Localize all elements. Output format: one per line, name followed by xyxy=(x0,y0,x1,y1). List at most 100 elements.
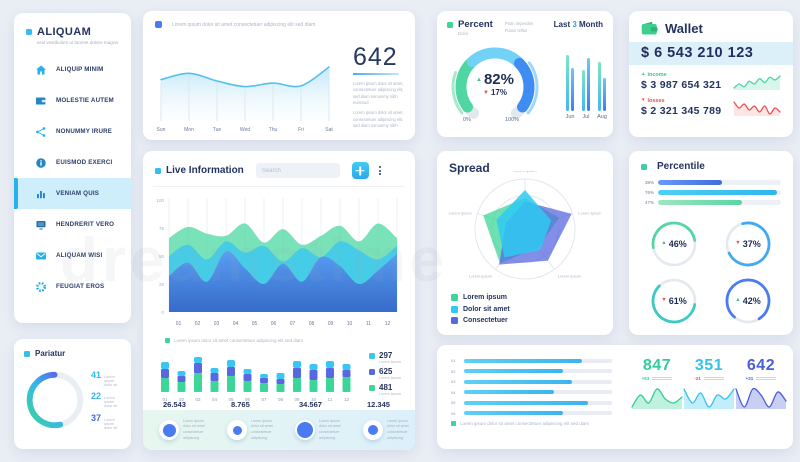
month-label: Jul xyxy=(582,114,590,120)
spread-title: Spread xyxy=(449,161,490,175)
bottom-stat-value: 351 xyxy=(694,357,724,374)
svg-text:01: 01 xyxy=(162,397,168,402)
sidebar-item-label: MOLESTIE AUTEM xyxy=(56,97,114,104)
sidebar-item-veniam-quis[interactable]: VENIAM QUIS xyxy=(14,178,131,209)
sidebar-item-label: ALIQUAM WISI xyxy=(56,252,103,259)
bottom-bar-track xyxy=(464,379,612,384)
live-stat-item: Lorem ipsum dolor sit amet consectetuer … xyxy=(279,419,347,441)
delta-lines-icon xyxy=(652,376,673,381)
live-stat-value: 8.765 xyxy=(231,400,250,409)
svg-text:03: 03 xyxy=(195,397,201,402)
month-bar xyxy=(582,70,585,111)
delta-lines-icon xyxy=(756,376,777,381)
svg-text:05: 05 xyxy=(252,321,258,327)
bottom-note-bullet-icon xyxy=(451,421,456,426)
svg-text:06: 06 xyxy=(271,321,277,327)
sidebar-item-hendrerit-vero[interactable]: HENDRERIT VERO xyxy=(14,209,131,240)
bottom-bar-fill xyxy=(464,358,583,363)
sidebar-item-aliquam-wisi[interactable]: ALIQUAM WISI xyxy=(14,240,131,271)
live-title: Live Information xyxy=(166,165,244,176)
bottom-bar-label: 06 xyxy=(451,410,456,416)
stat-dot-icon xyxy=(232,425,242,435)
svg-text:06: 06 xyxy=(245,397,251,402)
income-label: income xyxy=(647,71,667,78)
radar-legend-row: Lorem ipsum xyxy=(451,294,510,301)
sidebar-item-molestie-autem[interactable]: MOLESTIE AUTEM xyxy=(14,85,131,116)
income-value: $ 3 987 654 321 xyxy=(641,78,722,91)
sidebar-item-euismod-exerci[interactable]: EUISMOD EXERCI xyxy=(14,147,131,178)
svg-text:11: 11 xyxy=(366,321,371,327)
percent-note-line-2: Fusce tellus xyxy=(504,28,528,34)
weekly-bullet-icon xyxy=(155,21,162,28)
svg-text:12: 12 xyxy=(385,321,391,327)
add-button[interactable] xyxy=(351,162,369,179)
brand-bullet-icon xyxy=(26,29,32,35)
pariatur-stat-value: 22 xyxy=(91,391,102,401)
pariatur-title: Pariatur xyxy=(35,349,66,358)
wallet-header: Wallet xyxy=(629,21,793,36)
mail-icon xyxy=(35,250,47,262)
up-triangle-icon xyxy=(735,298,740,304)
percentile-bar-fill xyxy=(658,180,722,185)
live-stacked-bar-chart: 01 02 03 04 05 06 07 08 09 10 11 12 xyxy=(161,357,351,402)
svg-text:75: 75 xyxy=(159,226,165,231)
weekly-chart-card: Lorem ipsum dolor sit amet consectetuer … xyxy=(143,11,415,140)
svg-text:01: 01 xyxy=(176,321,182,327)
svg-text:Sun: Sun xyxy=(157,127,166,133)
percentile-title: Percentile xyxy=(657,161,705,172)
svg-text:03: 03 xyxy=(214,321,220,327)
income-sparkline xyxy=(733,75,781,90)
legend-swatch-icon xyxy=(369,385,375,391)
losses-label: losses xyxy=(647,97,665,104)
bottom-bar-row: 03 xyxy=(451,379,779,384)
svg-text:Lorem ipsum: Lorem ipsum xyxy=(469,273,493,278)
bottom-bar-label: 02 xyxy=(451,368,456,374)
brand: ALIQUAM xyxy=(14,26,131,38)
percentile-bar-row: 76% xyxy=(641,190,781,195)
sidebar-item-feugiat-eros[interactable]: FEUGIAT EROS xyxy=(14,271,131,302)
bottom-stat-sparkline xyxy=(735,387,787,409)
live-header: Live Information xyxy=(143,151,415,186)
bottom-bar-row: 05 xyxy=(451,400,779,405)
sidebar-item-nonummy-irure[interactable]: NONUMMY IRURE xyxy=(14,116,131,147)
legend-value: 297 xyxy=(379,351,393,360)
percentile-gauge: 46% xyxy=(648,218,700,270)
live-stat-note: Lorem ipsum dolor sit amet consectetuer … xyxy=(183,418,205,440)
bottom-bar-fill xyxy=(464,369,564,373)
bottom-bar-label: 01 xyxy=(451,358,456,363)
month-bar-group: Jul xyxy=(579,39,593,127)
bottom-bar-track xyxy=(464,390,612,394)
search-input[interactable] xyxy=(255,163,340,178)
stat-dot-icon xyxy=(297,422,313,438)
gauge-max-label: 100% xyxy=(505,117,520,123)
weekly-paragraph-1: Lorem ipsum dolor sit amet, consectetuer… xyxy=(353,81,404,106)
bottom-stat-value: 847 xyxy=(642,357,672,374)
svg-text:Lorem ipsum: Lorem ipsum xyxy=(449,211,473,216)
svg-text:09: 09 xyxy=(328,321,334,327)
live-stat-item: Lorem ipsum dolor sit amet consectetuer … xyxy=(211,419,279,441)
svg-text:Fri: Fri xyxy=(298,127,304,133)
up-triangle-icon xyxy=(661,241,666,247)
kebab-menu-icon[interactable] xyxy=(378,166,381,175)
share-icon xyxy=(35,126,47,138)
income-up-icon xyxy=(641,72,645,77)
legend-swatch-icon xyxy=(369,353,375,359)
bottom-stat-delta: -21 xyxy=(694,376,701,381)
live-bullet-icon xyxy=(155,167,161,174)
sidebar-item-aliquip-minim[interactable]: ALIQUIP MINIM xyxy=(14,54,131,85)
live-information-card: Live Information 10075502500102030405060… xyxy=(143,151,415,450)
pariatur-card: Pariatur 41 Lorem ipsum dolor sit 22 Lorem … xyxy=(14,339,131,449)
svg-text:Tue: Tue xyxy=(213,127,222,133)
percentile-gauges: 46% 37% 61% 42% xyxy=(637,215,785,329)
pariatur-stat-row: 37 Lorem ipsum dolor sit xyxy=(91,413,121,430)
month-label: Jun xyxy=(565,114,575,120)
bottom-bar-label: 05 xyxy=(451,400,456,405)
live-legend: 297 Lorem ipsum 625 Lorem ipsum 481 Lorem ips… xyxy=(369,352,401,400)
bottom-bar-track xyxy=(464,358,612,363)
pariatur-stat-row: 22 Lorem ipsum dolor sit xyxy=(91,391,121,408)
bottom-bar-track xyxy=(464,411,612,415)
spread-card: Spread Lorem ipsum Lorem ipsum Lorem ipsum… xyxy=(437,151,613,335)
percent-header: Percent Dolor Proin imperdiet Fusce tell… xyxy=(447,20,603,36)
svg-text:04: 04 xyxy=(233,321,239,327)
losses-down-icon xyxy=(641,98,645,103)
